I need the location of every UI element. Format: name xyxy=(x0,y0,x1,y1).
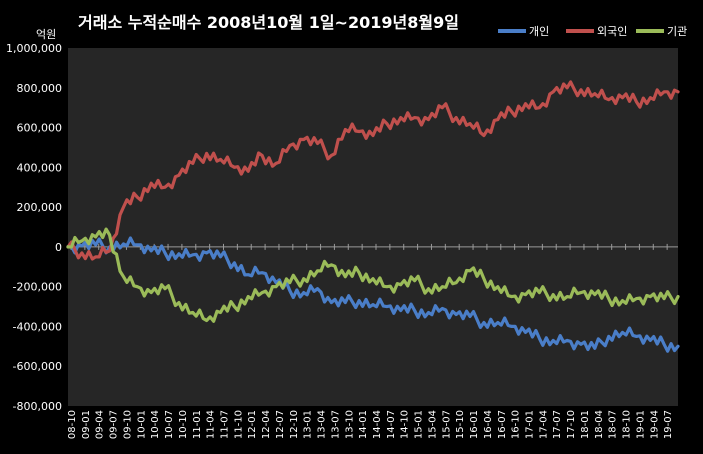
x-tick-label: 19-04 xyxy=(649,410,660,439)
x-tick-label: 17-10 xyxy=(566,410,577,439)
x-tick-label: 14-07 xyxy=(386,410,397,439)
series-line xyxy=(66,80,680,261)
series-line xyxy=(66,227,680,323)
legend-label: 개인 xyxy=(529,25,549,38)
x-tick-label: 09-01 xyxy=(81,410,92,439)
x-tick-label: 13-07 xyxy=(330,410,341,439)
x-tick-label: 10-07 xyxy=(164,410,175,439)
x-axis: 08-10 09-01 09-04 09-07 09-10 10-01 10-04 10-07… xyxy=(67,243,674,439)
x-tick-label: 13-10 xyxy=(344,410,355,439)
legend: 개인 외국인 기관 xyxy=(498,25,687,38)
legend-label: 외국인 xyxy=(597,25,627,38)
y-tick-label: 200,000 xyxy=(17,201,63,214)
x-tick-label: 10-10 xyxy=(178,410,189,439)
y-tick-label: 0 xyxy=(55,241,62,254)
x-tick-label: 16-07 xyxy=(497,410,508,439)
x-tick-label: 11-07 xyxy=(220,410,231,439)
x-tick-label: 19-07 xyxy=(663,410,674,439)
x-tick-label: 14-01 xyxy=(358,410,369,439)
y-tick-label: 800,000 xyxy=(17,82,63,95)
x-tick-label: 17-07 xyxy=(552,410,563,439)
x-tick-label: 13-01 xyxy=(303,410,314,439)
y-tick-label: -200,000 xyxy=(13,281,62,294)
series-lines xyxy=(66,80,680,353)
x-tick-label: 19-01 xyxy=(635,410,646,439)
x-tick-label: 13-04 xyxy=(317,410,328,439)
x-tick-label: 14-04 xyxy=(372,410,383,439)
x-tick-label: 14-10 xyxy=(400,410,411,439)
x-tick-label: 09-04 xyxy=(95,410,106,439)
x-tick-label: 16-10 xyxy=(511,410,522,439)
y-tick-label: 1,000,000 xyxy=(6,42,62,55)
x-tick-label: 15-01 xyxy=(414,410,425,439)
legend-label: 기관 xyxy=(667,25,687,38)
series-line xyxy=(66,236,680,353)
x-tick-label: 15-07 xyxy=(441,410,452,439)
x-tick-label: 12-10 xyxy=(289,410,300,439)
x-tick-label: 09-10 xyxy=(122,410,133,439)
y-tick-label: -800,000 xyxy=(13,400,62,413)
x-tick-label: 10-01 xyxy=(136,410,147,439)
chart-title: 거래소 누적순매수 2008년10월 1일~2019년8월9일 xyxy=(78,13,459,32)
x-tick-label: 11-01 xyxy=(192,410,203,439)
x-tick-label: 12-01 xyxy=(247,410,258,439)
y-tick-label: -600,000 xyxy=(13,360,62,373)
x-tick-label: 10-04 xyxy=(150,410,161,439)
x-tick-label: 09-07 xyxy=(109,410,120,439)
x-tick-label: 12-04 xyxy=(261,410,272,439)
x-tick-label: 15-04 xyxy=(427,410,438,439)
x-tick-label: 11-04 xyxy=(206,410,217,439)
x-tick-label: 15-10 xyxy=(455,410,466,439)
x-tick-label: 18-07 xyxy=(608,410,619,439)
x-tick-label: 18-04 xyxy=(594,410,605,439)
plot-area xyxy=(68,48,678,406)
x-tick-label: 16-04 xyxy=(483,410,494,439)
x-tick-label: 17-01 xyxy=(525,410,536,439)
x-tick-label: 12-07 xyxy=(275,410,286,439)
x-tick-label: 17-04 xyxy=(538,410,549,439)
x-tick-label: 08-10 xyxy=(67,410,78,439)
y-tick-label: 400,000 xyxy=(17,161,63,174)
y-tick-label: -400,000 xyxy=(13,320,62,333)
y-tick-label: 600,000 xyxy=(17,122,63,135)
x-tick-label: 16-01 xyxy=(469,410,480,439)
x-tick-label: 18-01 xyxy=(580,410,591,439)
y-axis-unit-label: 억원 xyxy=(36,28,56,41)
y-axis: 1,000,000 800,000 600,000 400,000 200,000 0 -2… xyxy=(6,42,678,413)
x-tick-label: 18-10 xyxy=(622,410,633,439)
x-tick-label: 11-10 xyxy=(233,410,244,439)
